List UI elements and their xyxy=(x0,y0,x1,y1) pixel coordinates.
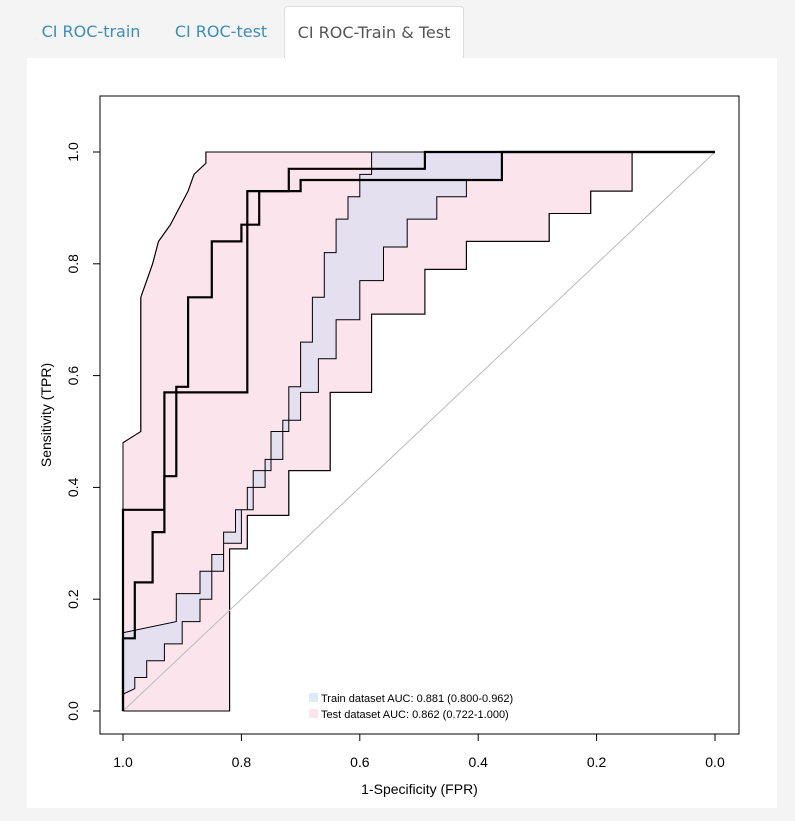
legend-swatch xyxy=(309,709,318,718)
x-tick-label: 0.8 xyxy=(232,754,252,770)
y-tick-label: 0.4 xyxy=(65,477,81,497)
roc-chart: 1.0 0.8 0.6 0.4 0.2 0.0 0.0 0.2 0.4 0.6 0.8 1.0 1-S… xyxy=(38,95,740,797)
ci-band-outline-test xyxy=(122,151,715,712)
tab-ci-roc-test[interactable]: CI ROC-test xyxy=(174,22,268,41)
plot-frame xyxy=(99,95,740,735)
x-tick-label: 0.2 xyxy=(587,754,607,770)
x-tick-label: 0.6 xyxy=(350,754,370,770)
roc-curve-train xyxy=(121,150,715,711)
tab-ci-roc-train[interactable]: CI ROC-train xyxy=(41,22,141,41)
legend: Train dataset AUC: 0.881 (0.800-0.962) Te… xyxy=(309,693,513,721)
x-tick-label: 1.0 xyxy=(113,754,133,770)
tab-content-panel: 1.0 0.8 0.6 0.4 0.2 0.0 0.0 0.2 0.4 0.6 0.8 1.0 1-S… xyxy=(27,58,777,808)
tab-ci-roc-train-test[interactable]: CI ROC-Train & Test xyxy=(284,6,464,60)
y-tick-label: 0.0 xyxy=(65,701,81,721)
legend-label: Train dataset AUC: 0.881 (0.800-0.962) xyxy=(321,693,513,705)
y-tick-label: 0.8 xyxy=(65,254,81,274)
y-tick-label: 1.0 xyxy=(65,142,81,162)
ci-band-outline-train xyxy=(122,151,715,695)
y-tick-label: 0.6 xyxy=(65,366,81,386)
tab-bar: CI ROC-train CI ROC-test CI ROC-Train & … xyxy=(0,0,795,60)
reference-diagonal xyxy=(122,151,716,712)
x-tick-label: 0.0 xyxy=(705,754,725,770)
legend-swatch xyxy=(309,693,318,702)
legend-label: Test dataset AUC: 0.862 (0.722-1.000) xyxy=(321,709,509,721)
x-tick-label: 0.4 xyxy=(468,754,488,770)
roc-curve-test xyxy=(121,150,715,711)
y-tick-label: 0.2 xyxy=(65,589,81,609)
x-axis-title: 1-Specificity (FPR) xyxy=(361,781,478,797)
y-axis-title: Sensitivity (TPR) xyxy=(38,363,54,467)
